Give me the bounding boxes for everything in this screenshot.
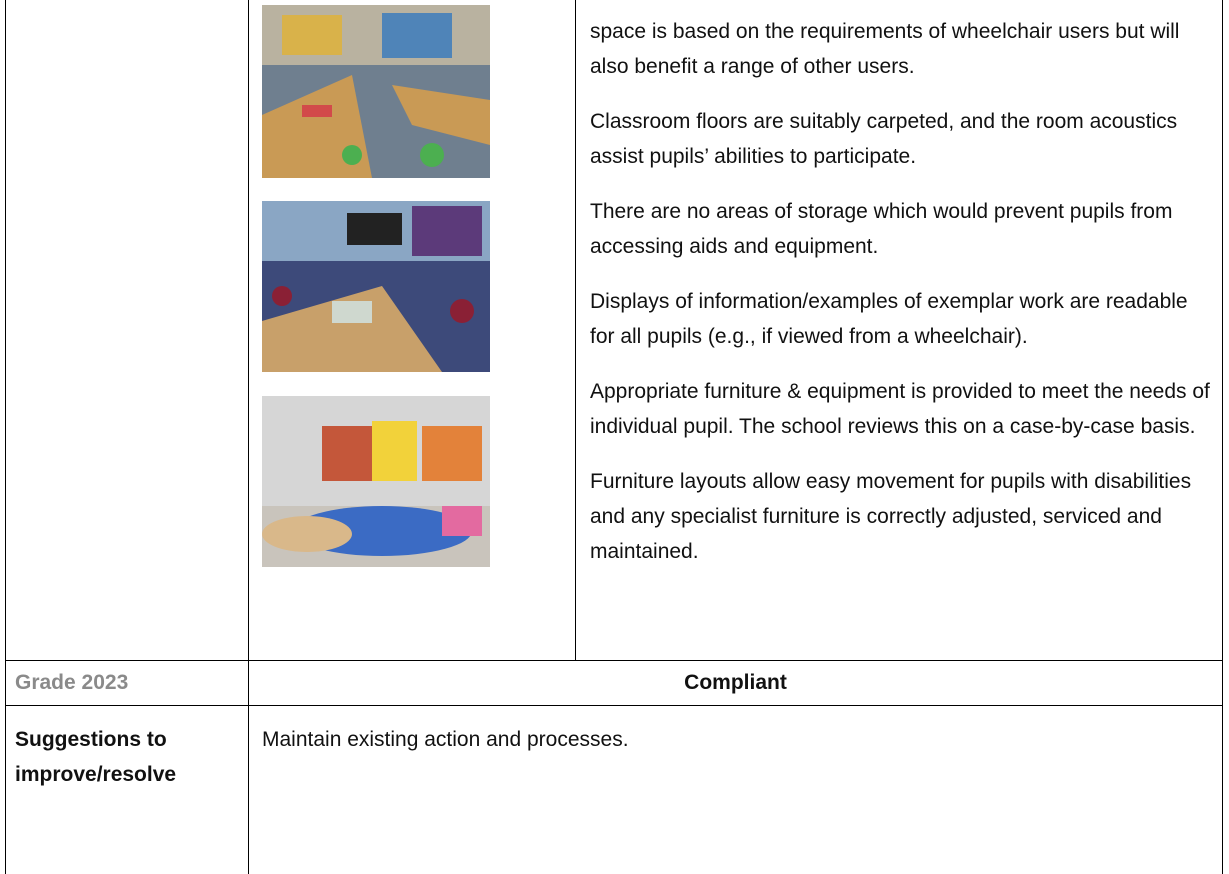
paragraph: Classroom floors are suitably carpeted, … [590, 110, 1178, 168]
border [575, 0, 576, 660]
grade-label: Grade 2023 [15, 671, 129, 694]
border [1222, 0, 1223, 874]
suggestions-value: Maintain existing action and processes. [262, 728, 629, 751]
photo [262, 396, 490, 567]
description: space is based on the requirements of wh… [590, 14, 1210, 589]
paragraph: Appropriate furniture & equipment is pro… [590, 380, 1210, 438]
border [5, 660, 1223, 661]
border [248, 0, 249, 874]
paragraph: space is based on the requirements of wh… [590, 20, 1180, 78]
grade-value: Compliant [684, 671, 787, 694]
border [5, 705, 1223, 706]
suggestions-label: Suggestions to improve/resolve [15, 728, 177, 786]
paragraph: There are no areas of storage which woul… [590, 200, 1173, 258]
paragraph: Furniture layouts allow easy movement fo… [590, 470, 1192, 563]
photo [262, 5, 490, 178]
photo [262, 201, 490, 372]
paragraph: Displays of information/examples of exem… [590, 290, 1188, 348]
border [5, 0, 6, 874]
